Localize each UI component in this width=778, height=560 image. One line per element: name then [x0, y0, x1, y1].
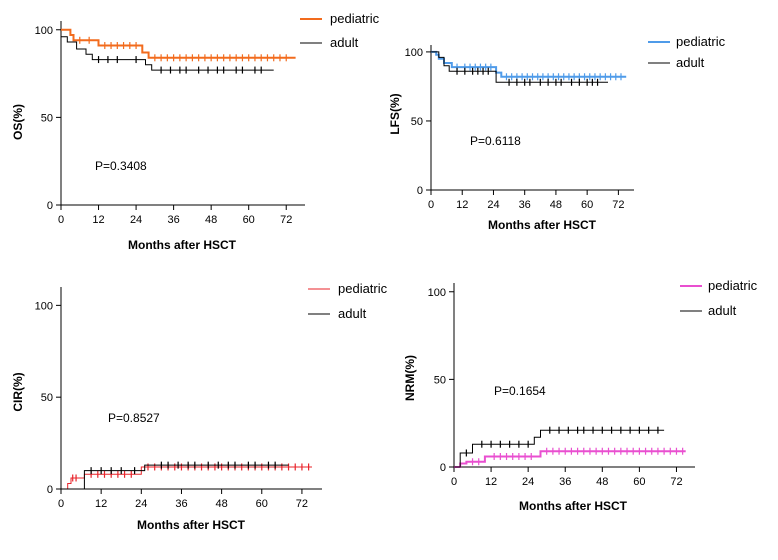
- os-x-tick-label: 36: [167, 214, 179, 226]
- nrm-x-tick-label: 60: [633, 476, 645, 488]
- lfs-x-tick-label: 60: [581, 199, 593, 211]
- os-y-label: OS(%): [11, 104, 25, 140]
- lfs-panel: LFS(%) Months after HSCT P=0.6118 pediat…: [388, 34, 726, 232]
- nrm-panel: NRM(%) Months after HSCT P=0.1654 pediat…: [403, 278, 758, 513]
- nrm-legend: pediatric adult: [680, 278, 758, 318]
- os-x-label: Months after HSCT: [128, 238, 237, 252]
- os-y-tick-label: 0: [47, 200, 53, 212]
- lfs-legend-label-pediatric: pediatric: [676, 34, 726, 49]
- lfs-p-value: P=0.6118: [470, 134, 521, 148]
- lfs-x-tick-label: 72: [612, 199, 624, 211]
- os-x-tick-label: 60: [243, 214, 255, 226]
- os-x-tick-label: 0: [58, 214, 64, 226]
- os-p-value: P=0.3408: [95, 159, 147, 173]
- cir-legend: pediatric adult: [308, 281, 388, 321]
- cir-p-value: P=0.8527: [108, 411, 160, 425]
- cir-legend-label-pediatric: pediatric: [338, 281, 388, 296]
- cir-x-tick-label: 48: [215, 498, 227, 510]
- nrm-y-tick-label: 0: [440, 462, 446, 474]
- nrm-legend-label-adult: adult: [708, 303, 737, 318]
- os-x-tick-label: 24: [130, 214, 142, 226]
- lfs-x-tick-label: 24: [487, 199, 499, 211]
- nrm-x-tick-label: 0: [451, 476, 457, 488]
- os-y-tick-label: 100: [35, 25, 53, 37]
- cir-x-tick-label: 12: [95, 498, 107, 510]
- os-x-tick-label: 48: [205, 214, 217, 226]
- cir-y-label: CIR(%): [11, 372, 25, 411]
- lfs-legend-label-adult: adult: [676, 55, 705, 70]
- os-legend-label-adult: adult: [330, 35, 359, 50]
- lfs-y-label: LFS(%): [388, 93, 402, 134]
- lfs-x-tick-label: 36: [519, 199, 531, 211]
- lfs-x-tick-label: 0: [428, 199, 434, 211]
- nrm-x-tick-label: 24: [522, 476, 534, 488]
- os-x-tick-label: 12: [92, 214, 104, 226]
- cir-y-tick-label: 100: [35, 300, 53, 312]
- nrm-series-pediatric: [454, 450, 686, 468]
- os-legend-label-pediatric: pediatric: [330, 11, 380, 26]
- os-y-tick-label: 50: [41, 112, 53, 124]
- cir-x-tick-label: 72: [296, 498, 308, 510]
- cir-x-label: Months after HSCT: [137, 518, 246, 532]
- cir-legend-label-adult: adult: [338, 306, 367, 321]
- nrm-legend-label-pediatric: pediatric: [708, 278, 758, 293]
- lfs-legend: pediatric adult: [648, 34, 726, 70]
- cir-panel: CIR(%) Months after HSCT P=0.8527 pediat…: [11, 281, 388, 532]
- nrm-series-adult: [454, 429, 665, 468]
- lfs-series-pediatric: [431, 50, 627, 78]
- os-panel: OS(%) Months after HSCT P=0.3408 pediatr…: [11, 11, 380, 252]
- nrm-x-tick-label: 36: [559, 476, 571, 488]
- cir-y-tick-label: 50: [41, 392, 53, 404]
- nrm-x-tick-label: 48: [596, 476, 608, 488]
- cir-x-tick-label: 36: [175, 498, 187, 510]
- nrm-y-label: NRM(%): [403, 355, 417, 401]
- nrm-x-tick-label: 12: [485, 476, 497, 488]
- nrm-x-tick-label: 72: [670, 476, 682, 488]
- lfs-y-tick-label: 50: [411, 116, 423, 128]
- os-x-tick-label: 72: [280, 214, 292, 226]
- cir-x-tick-label: 0: [58, 498, 64, 510]
- nrm-y-tick-label: 100: [428, 287, 446, 299]
- cir-x-tick-label: 24: [135, 498, 147, 510]
- os-legend: pediatric adult: [300, 11, 380, 50]
- lfs-x-label: Months after HSCT: [488, 218, 597, 232]
- nrm-y-tick-label: 50: [434, 374, 446, 386]
- nrm-p-value: P=0.1654: [494, 384, 546, 398]
- cir-x-tick-label: 60: [256, 498, 268, 510]
- os-series-pediatric: [61, 28, 296, 59]
- cir-y-tick-label: 0: [47, 484, 53, 496]
- lfs-y-tick-label: 0: [417, 185, 423, 197]
- lfs-series-adult: [431, 51, 608, 83]
- os-series-adult: [61, 36, 274, 71]
- lfs-y-tick-label: 100: [405, 47, 423, 59]
- lfs-x-tick-label: 12: [456, 199, 468, 211]
- nrm-x-label: Months after HSCT: [519, 499, 628, 513]
- lfs-x-tick-label: 48: [550, 199, 562, 211]
